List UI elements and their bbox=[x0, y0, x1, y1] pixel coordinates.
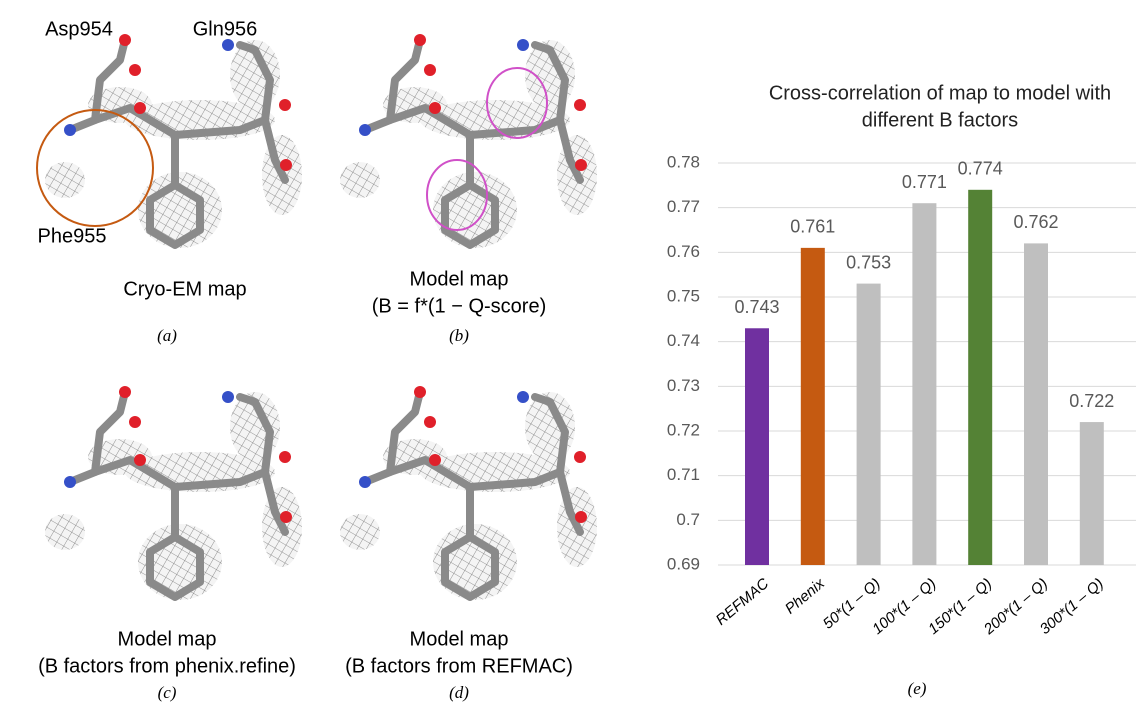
bar bbox=[857, 284, 881, 565]
x-tick-label: Phenix bbox=[782, 575, 828, 618]
bar bbox=[745, 328, 769, 565]
figure: Asp954 Gln956 Phe955 Cryo-EM map (a) Mod… bbox=[0, 0, 1136, 706]
caption: (B factors from REFMAC) bbox=[345, 655, 573, 677]
value-label: 0.774 bbox=[958, 159, 1003, 179]
value-label: 0.771 bbox=[902, 172, 947, 192]
residue-label: Phe955 bbox=[38, 225, 107, 247]
caption: Model map bbox=[410, 628, 509, 650]
bar bbox=[912, 203, 936, 565]
value-label: 0.722 bbox=[1069, 391, 1114, 411]
panel-letter: (a) bbox=[157, 326, 177, 345]
y-tick-label: 0.71 bbox=[667, 465, 700, 484]
value-label: 0.743 bbox=[734, 297, 779, 317]
caption: Cryo-EM map bbox=[123, 278, 246, 300]
y-tick-label: 0.76 bbox=[667, 242, 700, 261]
value-label: 0.762 bbox=[1013, 212, 1058, 232]
bar bbox=[801, 248, 825, 565]
bar bbox=[1024, 243, 1048, 565]
residue-label: Gln956 bbox=[193, 18, 258, 40]
caption: Model map bbox=[410, 268, 509, 290]
y-tick-label: 0.74 bbox=[667, 331, 700, 350]
chart-title: different B factors bbox=[862, 109, 1018, 131]
molecule-b bbox=[340, 34, 597, 248]
panel-letter: (e) bbox=[908, 679, 927, 698]
molecule-a bbox=[45, 34, 302, 248]
molecule-d bbox=[340, 386, 597, 600]
caption: (B factors from phenix.refine) bbox=[38, 655, 296, 677]
panel-letter: (c) bbox=[158, 683, 177, 702]
residue-label: Asp954 bbox=[45, 18, 113, 40]
y-tick-label: 0.7 bbox=[676, 510, 700, 529]
molecule-c bbox=[45, 386, 302, 600]
y-tick-label: 0.77 bbox=[667, 197, 700, 216]
caption: Model map bbox=[118, 628, 217, 650]
y-tick-label: 0.75 bbox=[667, 286, 700, 305]
y-tick-label: 0.78 bbox=[667, 152, 700, 171]
value-label: 0.761 bbox=[790, 217, 835, 237]
x-tick-label: REFMAC bbox=[713, 575, 773, 629]
chart-title: Cross-correlation of map to model with bbox=[769, 82, 1111, 104]
caption: (B = f*(1 − Q-score) bbox=[372, 295, 547, 317]
bar bbox=[968, 190, 992, 565]
value-label: 0.753 bbox=[846, 252, 891, 272]
bar bbox=[1080, 422, 1104, 565]
y-tick-label: 0.73 bbox=[667, 376, 700, 395]
panel-letter: (b) bbox=[449, 326, 469, 345]
panel-letter: (d) bbox=[449, 683, 469, 702]
y-tick-label: 0.72 bbox=[667, 420, 700, 439]
y-tick-label: 0.69 bbox=[667, 554, 700, 573]
